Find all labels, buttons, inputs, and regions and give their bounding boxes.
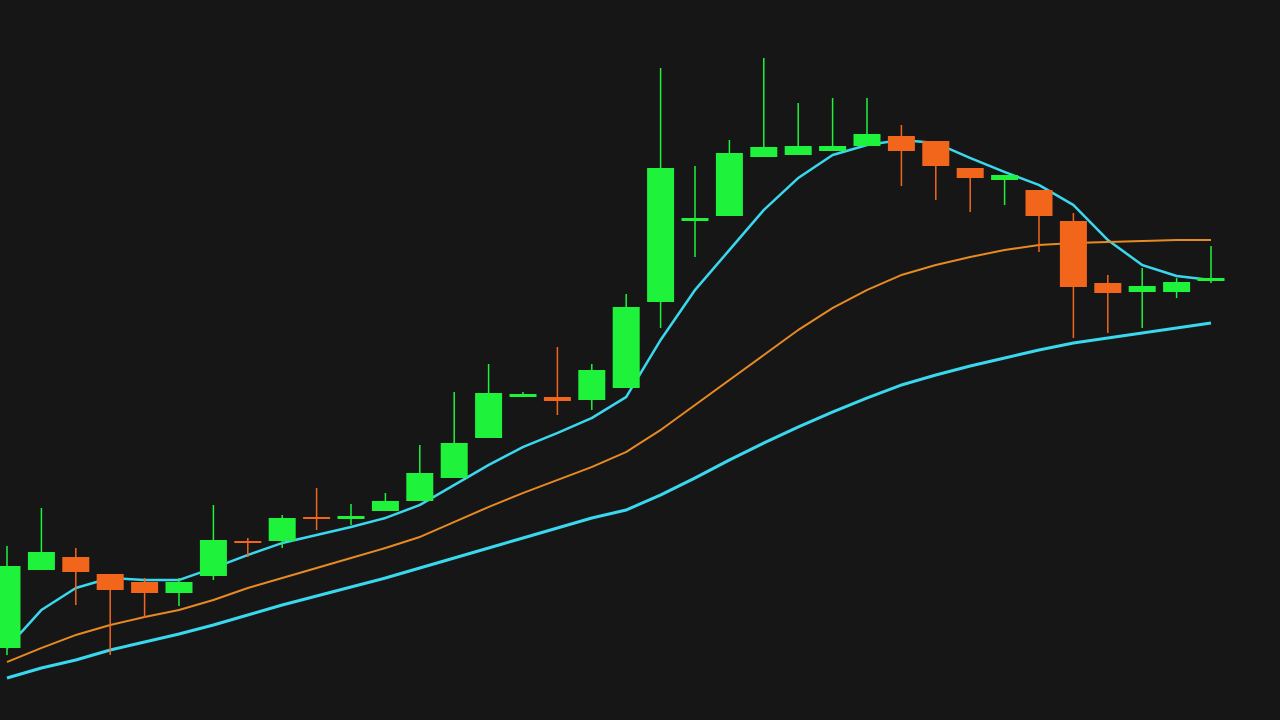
candle-body	[131, 582, 159, 593]
candle-body	[234, 541, 262, 543]
candle-body	[543, 397, 571, 401]
candle-body	[784, 146, 812, 155]
candle-body	[303, 517, 331, 519]
candle-body	[612, 307, 640, 388]
candle-body	[1197, 278, 1225, 281]
candle-body	[1163, 282, 1191, 292]
candle-body	[819, 146, 847, 151]
candle-body	[647, 168, 675, 302]
candle-body	[681, 218, 709, 221]
moving-average-line	[6, 239, 1211, 663]
candle-body	[991, 175, 1019, 180]
candle-body	[96, 574, 124, 590]
candle-body	[27, 552, 55, 570]
candle-body	[509, 394, 537, 397]
candle-body	[750, 147, 778, 157]
candle-body	[1059, 221, 1087, 287]
candle-body	[406, 473, 434, 501]
candle-body	[956, 168, 984, 178]
candle-body	[475, 393, 503, 438]
candle-body	[1094, 283, 1122, 293]
candle-body	[165, 582, 193, 593]
candle-body	[371, 501, 399, 511]
candle-body	[578, 370, 606, 400]
candle-body	[440, 443, 468, 478]
candle-body	[1025, 190, 1053, 216]
moving-average-line	[6, 321, 1212, 680]
candle-body	[922, 141, 950, 166]
candle-body	[62, 557, 90, 572]
candle-body	[337, 516, 365, 519]
candle-body	[199, 540, 227, 576]
candle-body	[0, 566, 21, 648]
candle-body	[715, 153, 743, 216]
candle-body	[1128, 286, 1156, 292]
candle-body	[887, 136, 915, 151]
candle-body	[268, 518, 296, 541]
candle-body	[853, 134, 881, 146]
